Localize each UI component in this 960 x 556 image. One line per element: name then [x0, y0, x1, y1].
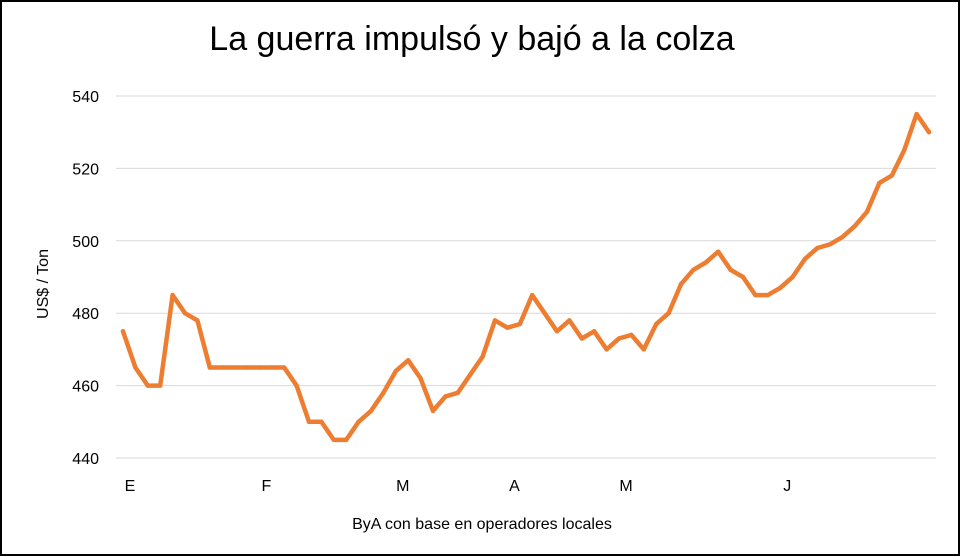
data-point — [790, 274, 795, 280]
data-point — [616, 336, 622, 341]
data-point — [629, 332, 634, 338]
data-point — [468, 372, 473, 377]
data-point — [430, 408, 436, 414]
x-tick-label: E — [125, 478, 136, 495]
series-line-price — [120, 111, 932, 443]
data-point — [158, 383, 163, 388]
data-point — [802, 256, 808, 262]
data-point — [195, 318, 200, 323]
data-point — [740, 274, 746, 280]
data-point — [393, 368, 398, 374]
data-point — [716, 249, 721, 254]
data-point — [356, 419, 361, 424]
y-axis-label: US$ / Ton — [35, 249, 52, 319]
y-tick-label: 540 — [72, 89, 99, 106]
data-point — [331, 437, 336, 443]
data-point — [406, 358, 411, 363]
chart-source-note: ByA con base en operadores locales — [352, 516, 612, 533]
data-point — [517, 321, 522, 327]
data-point — [133, 365, 138, 370]
data-point — [815, 245, 820, 251]
chart-title: La guerra impulsó y bajó a la colza — [209, 20, 735, 58]
data-point — [641, 347, 646, 352]
data-point — [827, 242, 832, 247]
data-point — [554, 329, 560, 334]
data-point — [257, 365, 262, 370]
data-point — [207, 365, 212, 370]
data-point — [220, 365, 225, 370]
data-point — [703, 260, 708, 265]
data-point — [381, 390, 386, 395]
series-group — [120, 111, 932, 443]
data-point — [728, 267, 733, 272]
data-point — [368, 408, 374, 414]
y-tick-label: 500 — [72, 234, 99, 251]
data-point — [864, 209, 870, 214]
data-point — [443, 394, 448, 399]
data-point — [678, 282, 684, 287]
y-tick-label: 440 — [72, 451, 99, 468]
x-tick-label: J — [783, 478, 791, 495]
data-point — [232, 365, 237, 370]
x-tick-label: F — [262, 478, 272, 495]
x-tick-label: M — [396, 478, 409, 495]
data-point — [542, 311, 547, 316]
x-tick-label: M — [619, 478, 632, 495]
data-point — [567, 318, 572, 323]
data-point — [592, 329, 597, 334]
data-point — [480, 354, 485, 359]
data-point — [492, 318, 498, 323]
data-point — [269, 365, 274, 370]
data-point — [145, 383, 150, 388]
data-point — [889, 173, 894, 178]
data-point — [170, 292, 175, 298]
data-point — [455, 390, 460, 395]
data-point — [765, 292, 770, 298]
y-tick-label: 480 — [72, 306, 99, 323]
data-point — [877, 180, 882, 186]
data-point — [902, 148, 907, 153]
data-point — [182, 311, 188, 316]
data-point — [282, 365, 287, 370]
data-point — [753, 292, 758, 298]
data-point — [120, 329, 126, 334]
data-point — [418, 376, 423, 381]
data-point — [778, 285, 783, 291]
y-tick-label: 460 — [72, 379, 99, 396]
gridlines — [116, 95, 936, 459]
data-point — [505, 325, 510, 330]
data-point — [654, 321, 659, 327]
data-point — [530, 292, 535, 298]
data-point — [852, 224, 857, 229]
data-point — [294, 383, 299, 388]
data-point — [306, 419, 312, 424]
data-point — [244, 365, 250, 370]
data-point — [604, 347, 609, 352]
data-point — [319, 419, 324, 424]
data-point — [579, 336, 584, 341]
data-point — [926, 130, 932, 135]
data-point — [914, 111, 919, 117]
y-axis-tick-labels: 440 460 480 500 520 540 — [72, 89, 99, 468]
data-point — [344, 437, 349, 443]
y-tick-label: 520 — [72, 161, 99, 178]
data-point — [691, 267, 696, 272]
data-point — [666, 311, 671, 316]
data-point — [840, 235, 845, 240]
x-tick-label: A — [509, 478, 520, 495]
